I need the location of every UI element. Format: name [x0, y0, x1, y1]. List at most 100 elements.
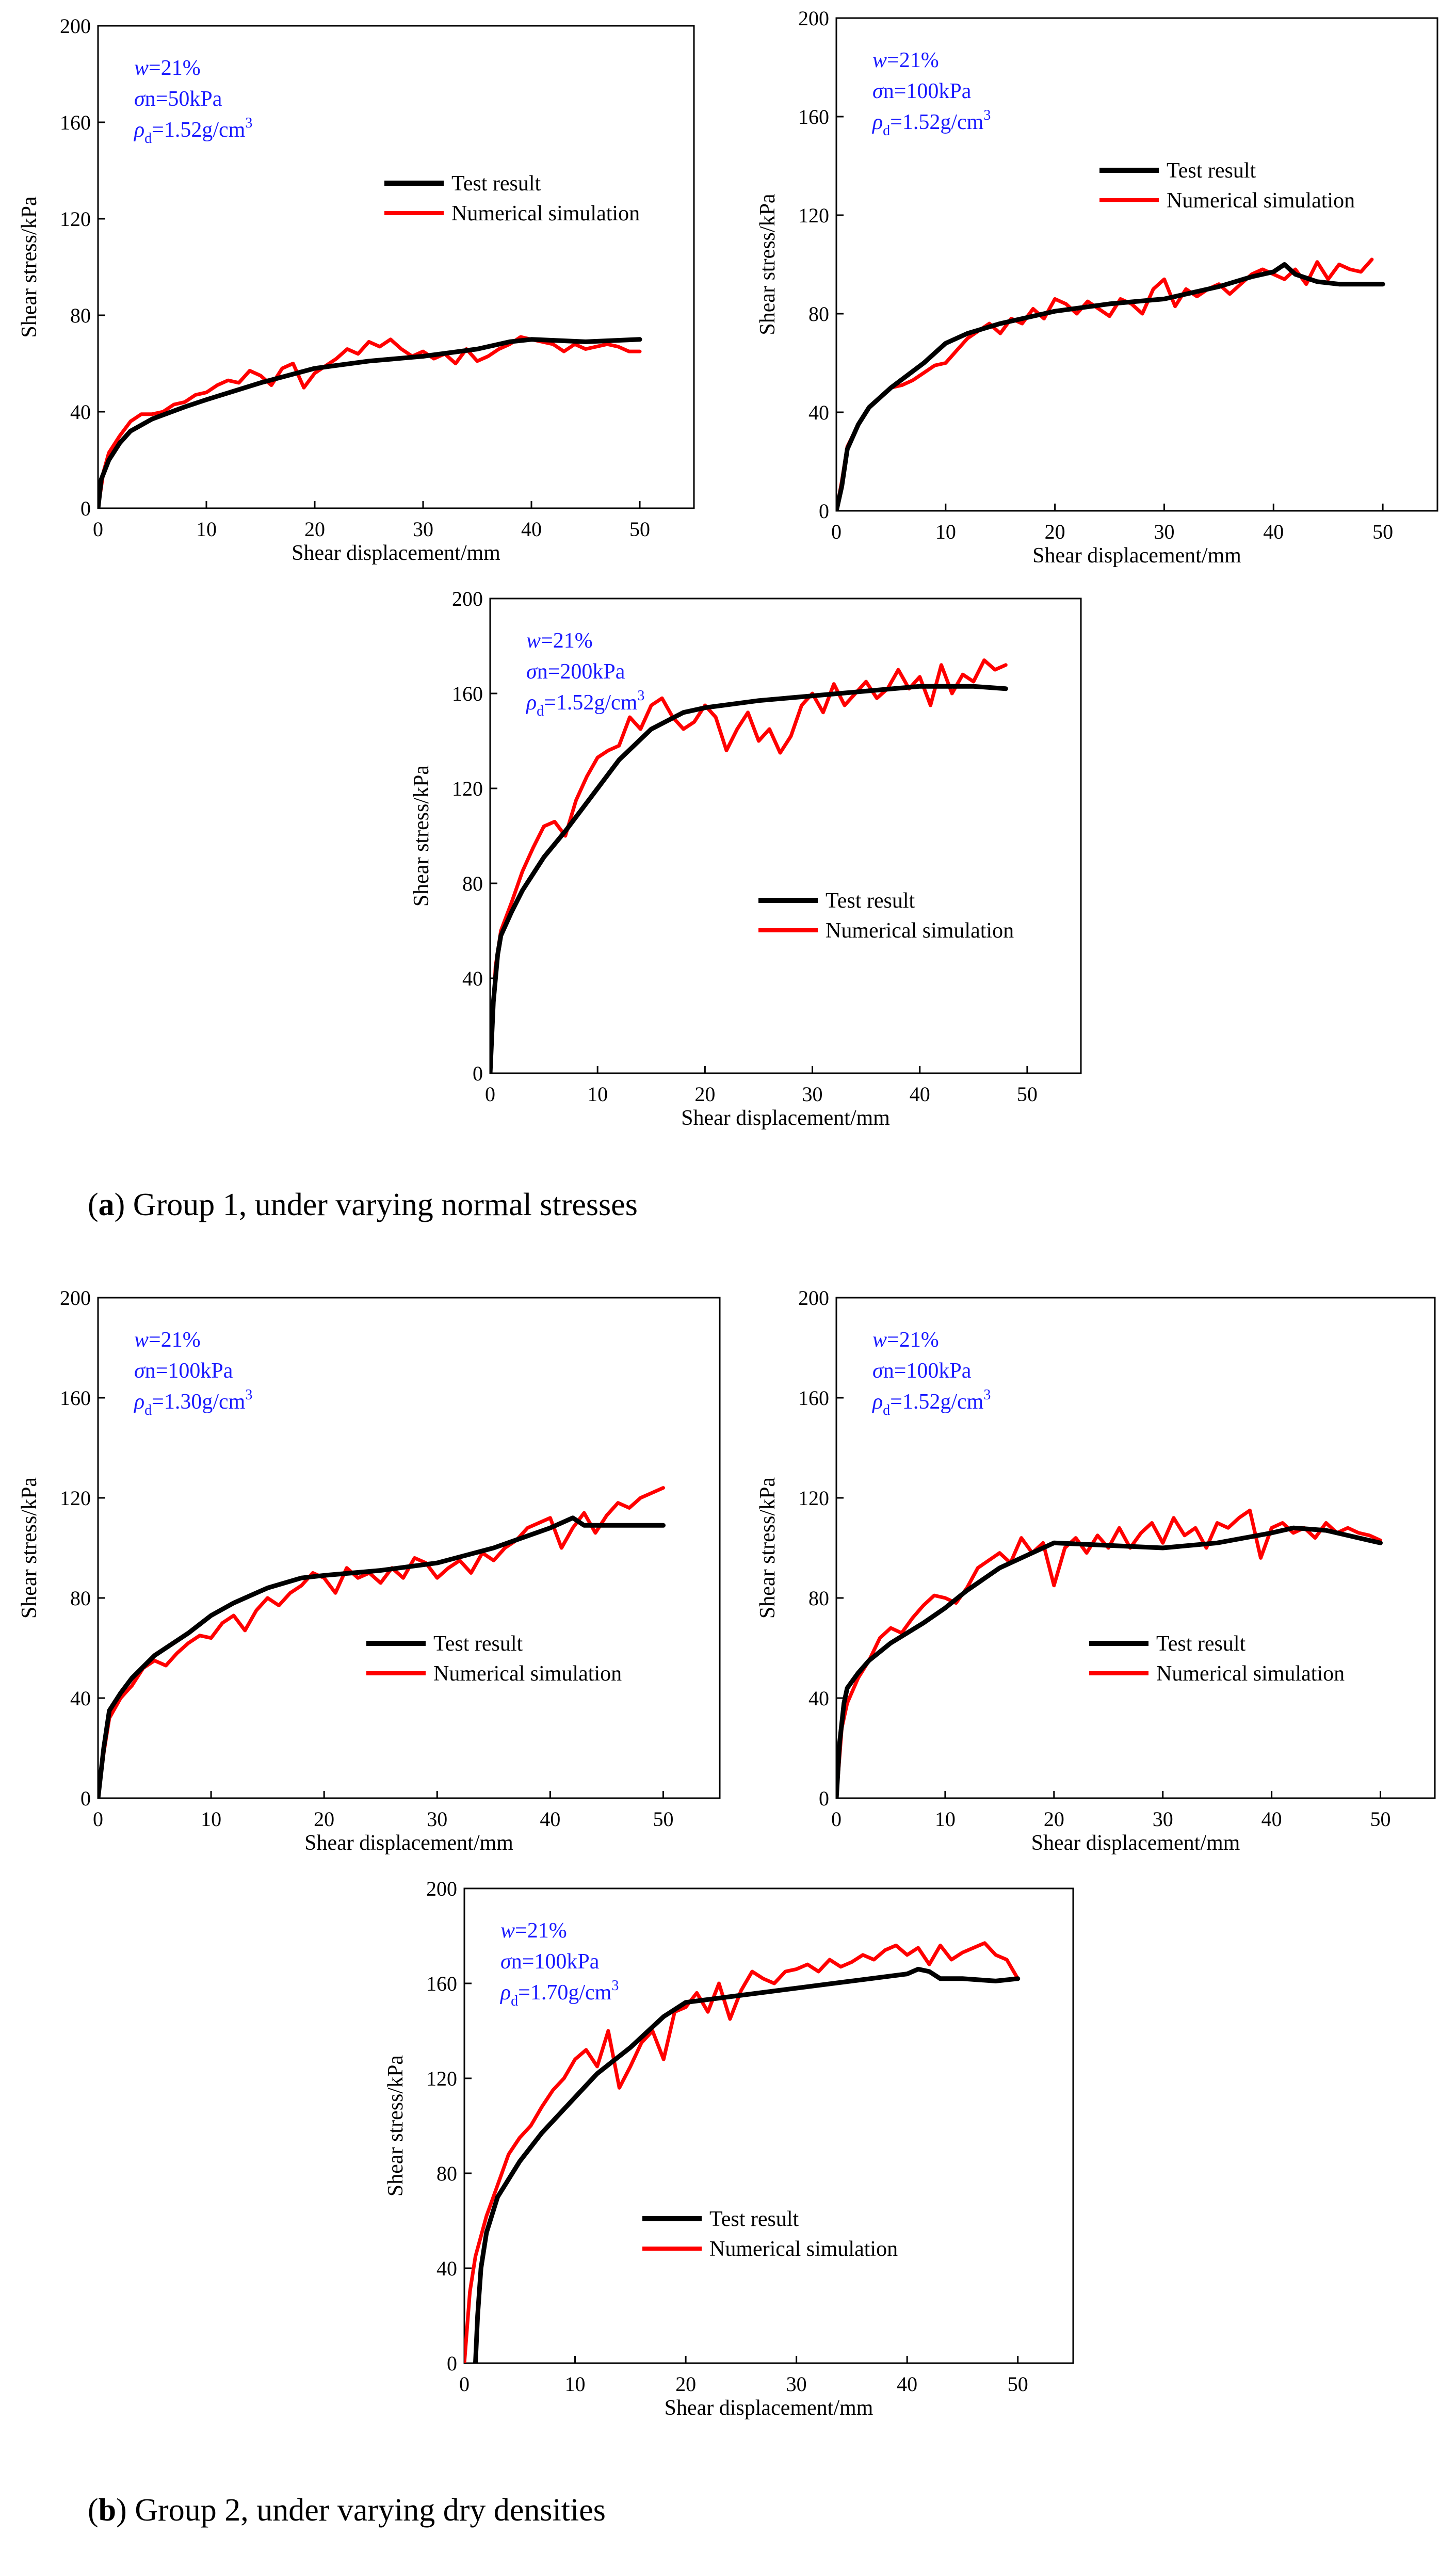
x-tick-label: 0 — [485, 1083, 495, 1106]
y-tick-label: 200 — [798, 7, 829, 30]
x-tick-label: 20 — [314, 1807, 334, 1831]
chart-a2: 0 10 20 30 40 50 0 40 80 120 160 200 Shear displacem… — [756, 7, 1438, 568]
series-line-numerical-simulation — [836, 257, 1374, 511]
annotation-normal-stress: σn=200kPa — [526, 660, 625, 684]
x-axis-label: Shear displacement/mm — [292, 541, 500, 565]
annotation-dry-density: ρd=1.52g/cm3 — [871, 107, 991, 139]
y-tick-label: 80 — [462, 872, 483, 895]
plot-frame — [97, 25, 695, 509]
annotation-moisture: w=21% — [526, 629, 593, 653]
legend-label-test-result: Test result — [1156, 1632, 1246, 1656]
x-tick-label: 0 — [831, 1807, 842, 1831]
legend-label-numerical-simulation: Numerical simulation — [451, 202, 640, 225]
annotation-moisture: w=21% — [872, 1328, 939, 1352]
x-axis-label: Shear displacement/mm — [1032, 544, 1241, 568]
series-line-test-result — [473, 1966, 1021, 2363]
legend-label-numerical-simulation: Numerical simulation — [709, 2237, 898, 2261]
annotation-moisture: w=21% — [134, 56, 201, 80]
caption-a: (a) Group 1, under varying normal stress… — [88, 1187, 638, 1222]
chart-b1: 0 10 20 30 40 50 0 40 80 120 160 200 Shear displacem… — [18, 1286, 721, 1855]
x-tick-label: 10 — [587, 1083, 608, 1106]
x-tick-label: 30 — [427, 1807, 447, 1831]
plot-frame — [835, 1297, 1436, 1799]
legend-label-test-result: Test result — [826, 889, 915, 913]
legend-label-test-result: Test result — [451, 172, 541, 196]
x-axis-label: Shear displacement/mm — [665, 2396, 873, 2420]
legend-label-numerical-simulation: Numerical simulation — [826, 919, 1014, 943]
x-tick-label: 10 — [196, 518, 217, 541]
x-axis-label: Shear displacement/mm — [1031, 1831, 1240, 1855]
x-tick-label: 20 — [1044, 1807, 1064, 1831]
y-tick-label: 0 — [80, 497, 91, 520]
annotation-moisture: w=21% — [872, 49, 939, 72]
y-tick-label: 160 — [452, 682, 483, 705]
x-tick-label: 0 — [459, 2372, 470, 2396]
y-axis-label: Shear stress/kPa — [756, 193, 780, 335]
caption-a-text: ) Group 1, under varying normal stresses — [114, 1187, 638, 1222]
y-tick-label: 200 — [452, 587, 483, 610]
plot-frame — [489, 597, 1082, 1074]
y-tick-label: 40 — [462, 967, 483, 990]
caption-a-letter: a — [98, 1187, 115, 1222]
chart-b2: 0 10 20 30 40 50 0 40 80 120 160 200 Shear displacem… — [756, 1286, 1436, 1855]
x-tick-label: 40 — [1263, 520, 1284, 543]
x-tick-label: 20 — [1045, 520, 1065, 543]
x-tick-label: 0 — [831, 520, 842, 543]
annotation-moisture: w=21% — [500, 1919, 567, 1943]
x-tick-label: 40 — [910, 1083, 930, 1106]
y-tick-label: 160 — [60, 1386, 91, 1410]
x-axis-label: Shear displacement/mm — [304, 1831, 513, 1855]
plot-frame — [835, 17, 1438, 512]
chart-b3: 0 10 20 30 40 50 0 40 80 120 160 200 Shear displacem… — [384, 1877, 1074, 2420]
x-tick-label: 30 — [786, 2372, 807, 2396]
y-tick-label: 200 — [60, 1286, 91, 1310]
y-tick-label: 0 — [819, 1787, 829, 1810]
y-tick-label: 40 — [436, 2257, 457, 2280]
x-tick-label: 30 — [413, 518, 433, 541]
annotation-dry-density: ρd=1.30g/cm3 — [133, 1387, 252, 1418]
y-tick-label: 120 — [798, 1487, 829, 1510]
x-tick-label: 30 — [1153, 1807, 1173, 1831]
annotation-dry-density: ρd=1.52g/cm3 — [871, 1387, 991, 1418]
y-tick-label: 160 — [798, 105, 829, 128]
chart-a1: 0 10 20 30 40 50 0 40 80 120 160 200 Shear displacem… — [18, 14, 695, 565]
y-tick-label: 80 — [70, 304, 91, 327]
annotation-dry-density: ρd=1.70g/cm3 — [499, 1978, 619, 2009]
x-tick-label: 10 — [935, 520, 956, 543]
x-tick-label: 50 — [1008, 2372, 1028, 2396]
annotation-normal-stress: σn=50kPa — [134, 87, 222, 111]
x-tick-label: 50 — [1372, 520, 1393, 543]
y-tick-label: 0 — [80, 1787, 91, 1810]
x-tick-label: 50 — [1370, 1807, 1391, 1831]
x-tick-label: 20 — [694, 1083, 715, 1106]
y-axis-label: Shear stress/kPa — [410, 765, 433, 907]
x-tick-label: 40 — [521, 518, 542, 541]
legend-label-numerical-simulation: Numerical simulation — [433, 1662, 622, 1686]
x-tick-label: 40 — [540, 1807, 560, 1831]
annotation-dry-density: ρd=1.52g/cm3 — [133, 115, 252, 147]
series-line-numerical-simulation — [490, 658, 1008, 1073]
x-tick-label: 20 — [675, 2372, 696, 2396]
annotation-normal-stress: σn=100kPa — [872, 79, 972, 103]
legend-label-test-result: Test result — [1167, 159, 1256, 183]
y-tick-label: 200 — [60, 14, 91, 38]
y-tick-label: 40 — [808, 1687, 829, 1710]
y-tick-label: 200 — [798, 1286, 829, 1310]
y-tick-label: 200 — [426, 1877, 457, 1900]
x-tick-label: 0 — [93, 518, 103, 541]
x-tick-label: 40 — [897, 2372, 917, 2396]
series-line-numerical-simulation — [836, 1508, 1382, 1798]
annotation-normal-stress: σn=100kPa — [500, 1950, 600, 1974]
y-tick-label: 0 — [819, 499, 829, 523]
legend-label-numerical-simulation: Numerical simulation — [1156, 1662, 1345, 1686]
series-line-numerical-simulation — [98, 335, 642, 508]
y-tick-label: 80 — [436, 2162, 457, 2185]
x-tick-label: 10 — [935, 1807, 956, 1831]
y-tick-label: 40 — [70, 1687, 91, 1710]
y-tick-label: 40 — [808, 401, 829, 424]
y-tick-label: 160 — [798, 1386, 829, 1410]
annotation-normal-stress: σn=100kPa — [134, 1359, 233, 1383]
series-line-test-result — [98, 1515, 666, 1798]
y-tick-label: 80 — [808, 1587, 829, 1610]
y-tick-label: 120 — [452, 777, 483, 800]
